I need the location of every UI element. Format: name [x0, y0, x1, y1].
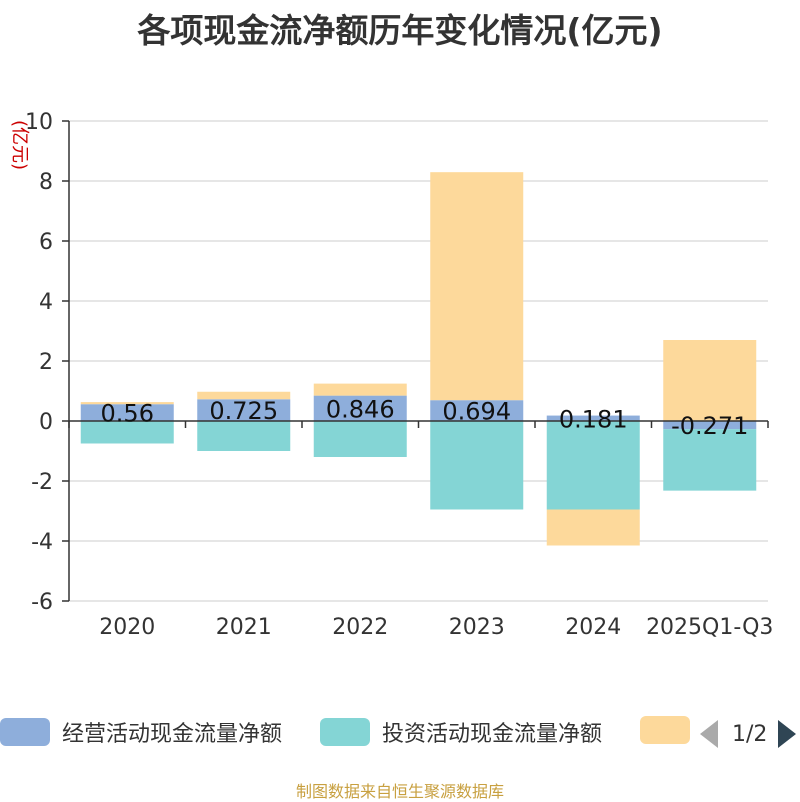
bar-financing-2025Q1-Q3[interactable]	[663, 340, 757, 421]
legend-item-investing[interactable]: 投资活动现金流量净额	[320, 716, 602, 748]
bar-investing-2021[interactable]	[197, 421, 291, 451]
source-note: 制图数据来自恒生聚源数据库	[295, 782, 504, 801]
bar-investing-2020[interactable]	[80, 421, 174, 444]
bar-operating-2023[interactable]	[430, 400, 524, 421]
bar-financing-2020[interactable]	[80, 402, 174, 405]
data-label: 0.694	[442, 398, 511, 426]
y-tick-label: 0	[39, 410, 53, 435]
data-label: 0.56	[101, 400, 154, 428]
data-label-layer: 0.56 0.725 0.846 0.694 0.181 -0.271	[101, 395, 749, 440]
y-tick-label: -2	[31, 470, 53, 495]
legend-pager: 1/2	[700, 716, 797, 752]
x-tick-label: 2023	[449, 615, 505, 640]
y-tick-label: 6	[39, 230, 53, 255]
bar-operating-2024[interactable]	[546, 415, 640, 421]
legend-label-operating: 经营活动现金流量净额	[62, 722, 283, 747]
chart-title: 各项现金流净额历年变化情况(亿元)	[137, 11, 663, 50]
legend-label-investing: 投资活动现金流量净额	[382, 722, 603, 747]
bar-financing-2023[interactable]	[430, 172, 524, 401]
grid-lines	[69, 120, 768, 602]
y-tick-label: 10	[25, 110, 53, 135]
y-axis-title: (亿元)	[9, 120, 30, 170]
legend-item-financing[interactable]	[640, 716, 702, 744]
axis-layer: -6 -4 -2 0 2 4 6 8 10 2020 2021 2022 2023 2024 2025Q1-…	[25, 110, 773, 640]
y-tick-label: 2	[39, 350, 53, 375]
bar-layer	[80, 172, 757, 546]
legend-swatch-investing	[320, 718, 370, 746]
bar-operating-2020[interactable]	[80, 404, 174, 421]
bar-investing-2025Q1-Q3[interactable]	[663, 429, 757, 491]
legend-swatch-operating	[0, 718, 50, 746]
bar-investing-2022[interactable]	[313, 421, 407, 457]
pager-text: 1/2	[732, 721, 768, 747]
data-label: 0.846	[326, 395, 395, 423]
bar-financing-2022[interactable]	[313, 383, 407, 396]
data-label: -0.271	[671, 412, 748, 440]
pager-next-icon[interactable]	[778, 720, 797, 748]
data-label: 0.725	[209, 397, 278, 425]
y-tick-label: 8	[39, 170, 53, 195]
bar-investing-2024[interactable]	[546, 421, 640, 510]
bar-operating-2025Q1-Q3[interactable]	[663, 421, 757, 430]
pager-prev-icon[interactable]	[700, 720, 718, 748]
bar-investing-2023[interactable]	[430, 421, 524, 510]
legend-swatch-financing	[640, 716, 690, 744]
x-tick-label: 2022	[332, 615, 388, 640]
x-tick-label: 2021	[216, 615, 272, 640]
x-tick-label: 2024	[565, 615, 621, 640]
bar-chart: -6 -4 -2 0 2 4 6 8 10 2020 2021 2022 2023 2024 2025Q1-…	[9, 110, 773, 640]
bar-operating-2021[interactable]	[197, 399, 291, 421]
y-tick-label: -6	[31, 590, 53, 615]
y-tick-label: -4	[31, 530, 53, 555]
x-tick-label: 2025Q1-Q3	[646, 615, 773, 640]
data-label: 0.181	[559, 405, 628, 433]
legend-item-operating[interactable]: 经营活动现金流量净额	[0, 716, 282, 748]
bar-operating-2022[interactable]	[313, 395, 407, 421]
bar-financing-2021[interactable]	[197, 391, 291, 400]
legend: 经营活动现金流量净额 投资活动现金流量净额 1/2	[0, 716, 800, 756]
y-tick-label: 4	[39, 290, 53, 315]
bar-financing-2024[interactable]	[546, 509, 640, 546]
x-tick-label: 2020	[99, 615, 155, 640]
